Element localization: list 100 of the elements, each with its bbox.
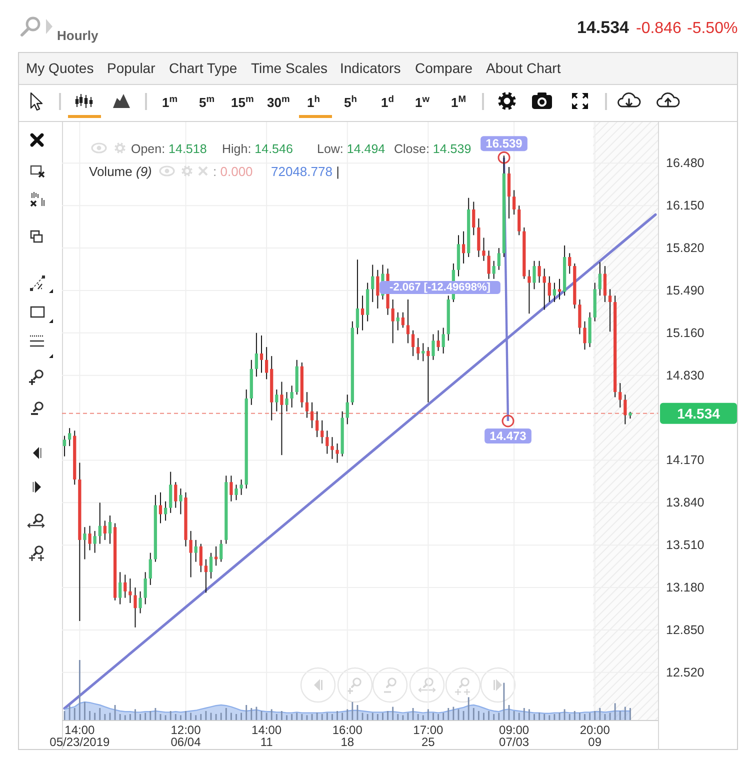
annotation: : 0.000 bbox=[213, 164, 253, 179]
text: 1$^{h}$ bbox=[307, 94, 320, 110]
y-tick-label: 15.160 bbox=[666, 326, 704, 340]
candlestick bbox=[330, 436, 334, 460]
candlestick bbox=[134, 587, 137, 628]
candlestick bbox=[532, 260, 536, 290]
text: Chart Type bbox=[169, 60, 238, 76]
y-tick-label: 15.490 bbox=[666, 283, 704, 298]
candlestick bbox=[568, 252, 572, 274]
candlestick bbox=[528, 269, 531, 314]
text: About Chart bbox=[486, 60, 561, 76]
candlestick bbox=[356, 259, 360, 335]
candlestick bbox=[482, 237, 486, 262]
x-tick-label: 12:00 06/04 bbox=[170, 723, 202, 749]
x-tick-label: 17:00 25 bbox=[413, 723, 444, 749]
y-tick-label: 13.180 bbox=[666, 580, 704, 595]
candlestick bbox=[608, 288, 612, 332]
chart-title: Volume (9) bbox=[89, 164, 152, 179]
candlestick bbox=[391, 298, 394, 344]
candlestick bbox=[169, 471, 172, 514]
annotation: Low: 14.494 bbox=[317, 142, 386, 156]
candlestick bbox=[518, 205, 521, 236]
annotation: 14.473 bbox=[490, 429, 527, 443]
candlestick bbox=[98, 502, 102, 544]
candlestick bbox=[199, 543, 202, 573]
candlestick bbox=[174, 482, 178, 508]
candlestick bbox=[346, 394, 349, 425]
text: Popular bbox=[107, 60, 156, 76]
annotation: -2.067 [-12.49698%] bbox=[390, 282, 491, 294]
x-tick-label: 14:00 11 bbox=[252, 723, 282, 749]
candlestick bbox=[583, 320, 586, 350]
candlestick bbox=[305, 392, 309, 418]
candlestick bbox=[128, 578, 132, 604]
text: Indicators bbox=[340, 60, 401, 76]
chart-title: Hourly bbox=[57, 28, 99, 43]
ref-line-label: 14.534 bbox=[677, 405, 720, 422]
text: Time Scales bbox=[251, 60, 328, 76]
candlestick bbox=[264, 346, 268, 380]
candlestick bbox=[411, 330, 415, 357]
candlestick bbox=[204, 558, 208, 594]
text: 5$^{h}$ bbox=[344, 94, 358, 110]
candlestick bbox=[462, 230, 466, 264]
x-tick-label: 20:00 09 bbox=[580, 723, 610, 749]
candlestick bbox=[512, 190, 516, 216]
candlestick bbox=[558, 278, 562, 300]
candlestick bbox=[310, 402, 314, 429]
candlestick bbox=[124, 574, 127, 598]
text: My Quotes bbox=[26, 60, 94, 76]
candlestick bbox=[376, 269, 380, 309]
candlestick bbox=[88, 525, 92, 551]
candlestick bbox=[578, 298, 582, 335]
text: 1$^{M}$ bbox=[451, 94, 466, 110]
y-tick-label: 14.170 bbox=[666, 453, 704, 468]
candlestick bbox=[144, 572, 147, 605]
annotation: 72048.778 | bbox=[271, 164, 340, 179]
candlestick bbox=[68, 428, 72, 447]
candlestick bbox=[260, 334, 264, 374]
x-tick-label: 09:00 07/03 bbox=[499, 723, 530, 749]
candlestick bbox=[426, 346, 430, 403]
annotation: High: 14.546 bbox=[222, 142, 293, 156]
candlestick bbox=[108, 515, 112, 544]
candlestick bbox=[371, 264, 374, 303]
candlestick bbox=[360, 295, 364, 331]
text: -0.846 bbox=[636, 20, 682, 37]
y-tick-label: 12.850 bbox=[666, 622, 704, 637]
candlestick bbox=[158, 492, 162, 524]
y-tick-label: 16.480 bbox=[666, 156, 704, 170]
candlestick bbox=[62, 435, 66, 457]
text: 1$^{w}$ bbox=[415, 94, 430, 110]
candlestick bbox=[472, 201, 476, 236]
y-tick-label: 16.150 bbox=[666, 198, 704, 213]
candlestick bbox=[220, 539, 223, 562]
text: 14.534 bbox=[577, 18, 630, 37]
candlestick bbox=[422, 342, 425, 362]
candlestick bbox=[497, 248, 500, 270]
text: 5$^{m}$ bbox=[199, 94, 215, 110]
text: -5.50% bbox=[687, 20, 738, 37]
y-tick-label: 13.840 bbox=[666, 496, 704, 510]
text: Compare bbox=[415, 60, 473, 76]
candlestick bbox=[290, 385, 294, 408]
candlestick bbox=[442, 327, 445, 354]
candlestick bbox=[487, 250, 490, 280]
candlestick bbox=[118, 572, 122, 605]
candlestick bbox=[396, 312, 400, 331]
y-tick-label: 12.520 bbox=[666, 665, 704, 680]
y-tick-label: 15.820 bbox=[666, 241, 704, 256]
candlestick bbox=[401, 312, 404, 328]
x-tick-label: 16:00 18 bbox=[332, 723, 363, 749]
candlestick bbox=[507, 166, 511, 219]
candlestick bbox=[138, 590, 142, 614]
annotation: Close: 14.539 bbox=[394, 142, 472, 156]
candlestick bbox=[179, 488, 182, 515]
candlestick bbox=[103, 520, 106, 540]
candlestick bbox=[254, 332, 258, 378]
annotation: 16.539 bbox=[486, 136, 523, 151]
candlestick bbox=[538, 260, 541, 284]
candlestick bbox=[477, 218, 480, 258]
candlestick bbox=[492, 260, 496, 280]
candlestick bbox=[336, 443, 339, 464]
candlestick bbox=[194, 539, 198, 562]
